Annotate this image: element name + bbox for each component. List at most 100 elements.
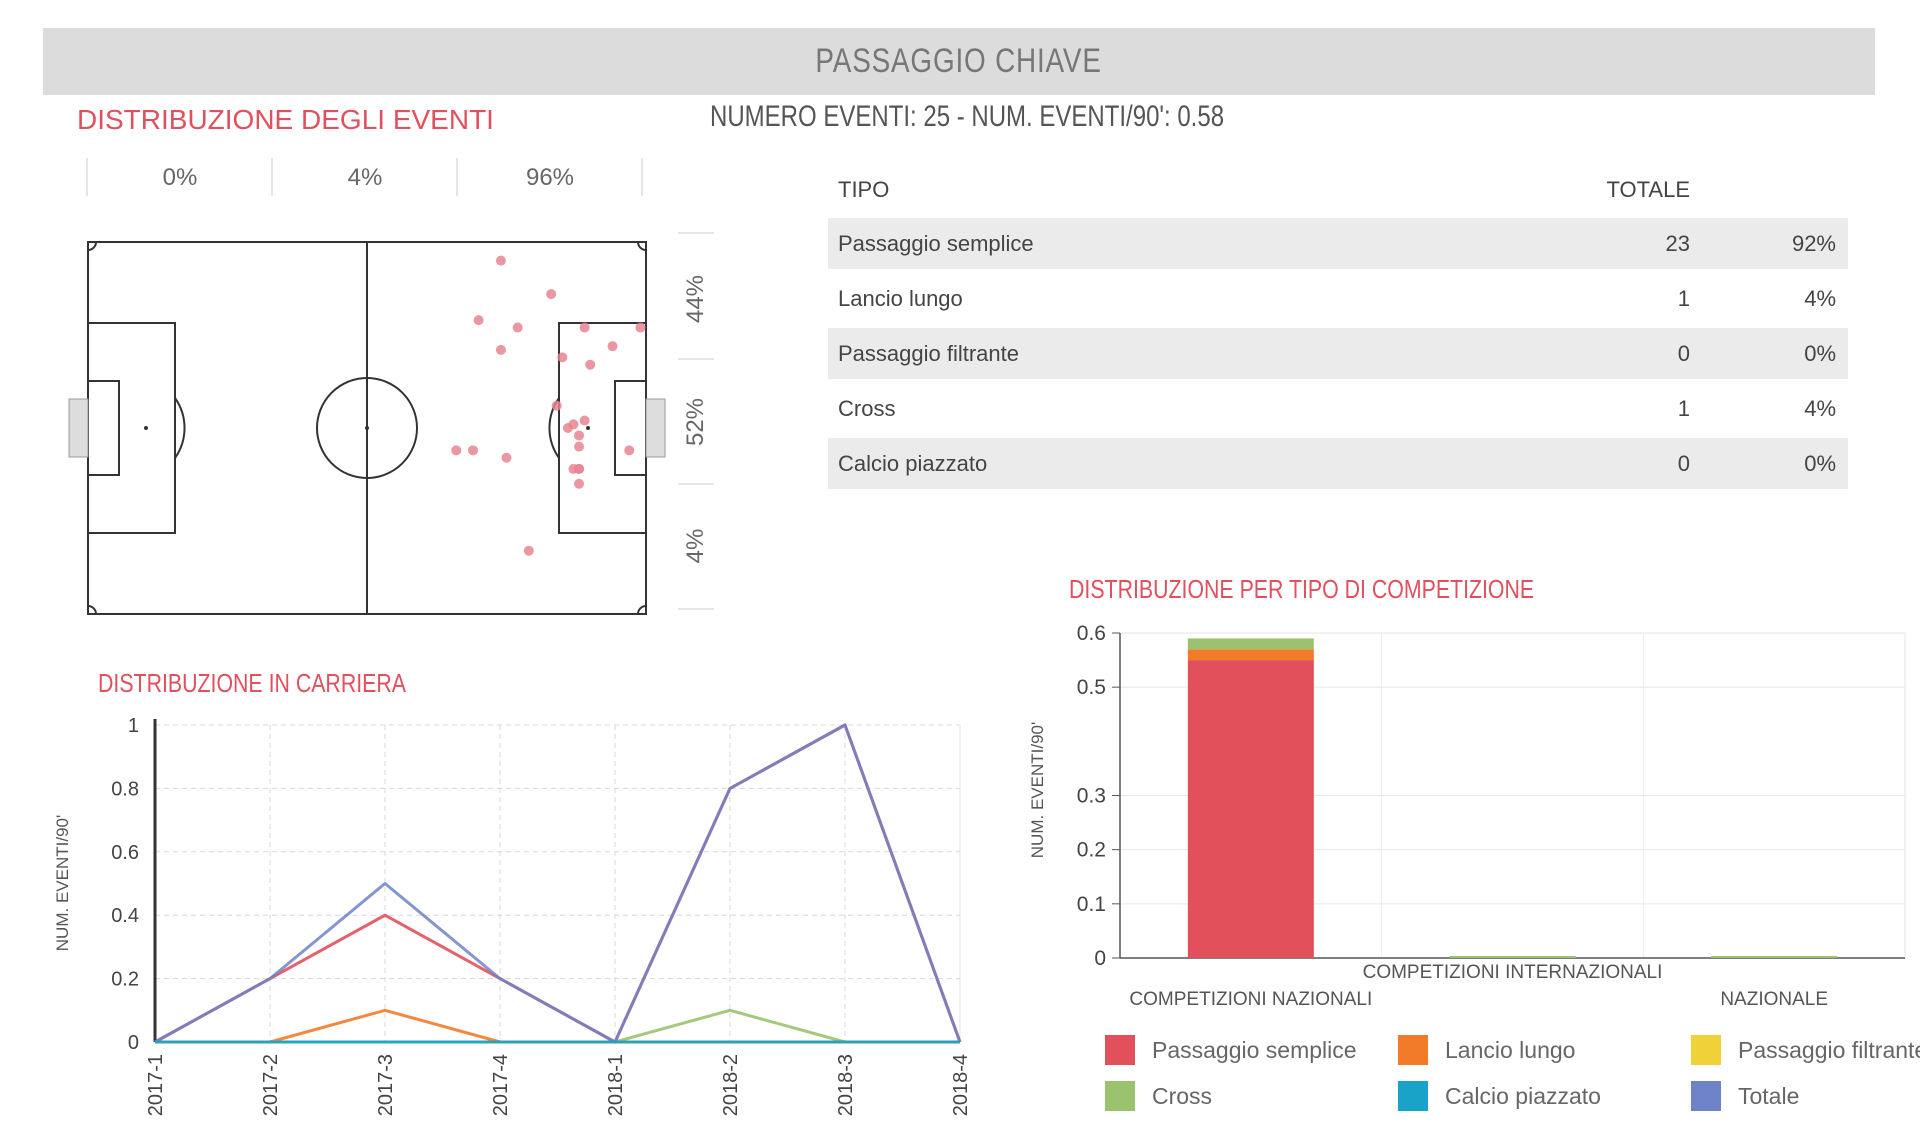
zone-pct-right: 96%	[525, 164, 575, 191]
section-header: PASSAGGIO CHIAVE	[43, 28, 1875, 95]
legend-item[interactable]: Passaggio filtrante	[1691, 1035, 1920, 1065]
legend-swatch	[1105, 1035, 1135, 1065]
legend-item[interactable]: Cross	[1105, 1081, 1212, 1111]
zone-separator	[456, 158, 458, 196]
zone-separator	[641, 158, 643, 196]
x-tick-label: 2017-4	[490, 1054, 512, 1116]
legend-label: Passaggio semplice	[1152, 1036, 1357, 1063]
event-point	[574, 478, 585, 489]
series-line	[154, 723, 962, 1044]
zone-separator	[271, 158, 273, 196]
table-header: TIPO TOTALE	[828, 162, 1848, 218]
event-point	[585, 359, 596, 370]
series-line	[154, 723, 962, 1044]
y-axis-label: NUM. EVENTI/90'	[1028, 722, 1047, 858]
event-point	[468, 445, 479, 456]
event-point	[473, 315, 484, 326]
zone-pct-center: 52%	[682, 397, 709, 447]
event-point	[562, 423, 573, 433]
event-point	[495, 255, 506, 266]
y-tick-label: 0.1	[1077, 893, 1106, 916]
table-row: Cross 1 4%	[828, 383, 1848, 434]
event-point	[574, 463, 585, 474]
header-totale: TOTALE	[1606, 177, 1690, 202]
competition-chart-title: DISTRIBUZIONE PER TIPO DI COMPETIZIONE	[1069, 574, 1535, 604]
x-tick-label: COMPETIZIONI NAZIONALI	[1129, 989, 1372, 1010]
event-point	[557, 352, 568, 363]
pitch-chart	[68, 241, 666, 615]
legend-label: Lancio lungo	[1445, 1036, 1576, 1063]
side-separator	[678, 358, 714, 360]
event-point	[495, 344, 506, 355]
legend-item[interactable]: Lancio lungo	[1398, 1035, 1575, 1065]
side-separator	[678, 608, 714, 610]
row-totale: 0	[1677, 340, 1690, 366]
row-totale: 23	[1665, 230, 1690, 256]
row-pct: 0%	[1804, 450, 1836, 476]
row-tipo: Passaggio filtrante	[838, 340, 1019, 366]
event-point	[551, 400, 562, 411]
event-stats: NUMERO EVENTI: 25 - NUM. EVENTI/90': 0.5…	[710, 100, 1225, 133]
event-point	[624, 445, 635, 456]
legend-swatch	[1398, 1081, 1428, 1111]
header-tipo: TIPO	[838, 177, 890, 202]
y-tick-label: 0.3	[1077, 785, 1106, 808]
y-tick-label: 0.6	[1077, 622, 1106, 645]
section-title: PASSAGGIO CHIAVE	[815, 42, 1103, 80]
event-point	[635, 322, 646, 333]
table-row: Calcio piazzato 0 0%	[828, 438, 1848, 489]
event-point	[512, 322, 523, 333]
event-point	[574, 441, 585, 452]
y-tick-label: 0.4	[111, 905, 139, 927]
row-pct: 92%	[1791, 230, 1836, 256]
row-tipo: Passaggio semplice	[838, 230, 1034, 256]
legend-label: Cross	[1152, 1082, 1213, 1109]
event-point	[501, 452, 512, 463]
y-tick-label: 0	[128, 1032, 139, 1054]
career-line-chart: 0 0.2 0.4 0.6 0.8 1 2017-1 2017-2 2017-3 2017-4 20…	[53, 715, 972, 1116]
row-pct: 4%	[1804, 395, 1836, 421]
row-tipo: Lancio lungo	[838, 285, 963, 311]
zone-pct-left: 0%	[162, 164, 198, 191]
x-tick-label: 2018-4	[950, 1054, 972, 1116]
table-row: Passaggio filtrante 0 0%	[828, 328, 1848, 379]
x-tick-label: 2017-1	[145, 1054, 167, 1116]
x-tick-label: COMPETIZIONI INTERNAZIONALI	[1363, 962, 1663, 983]
legend-item[interactable]: Calcio piazzato	[1398, 1081, 1601, 1111]
y-tick-label: 0.6	[111, 842, 139, 864]
event-point	[579, 322, 590, 333]
chart-legend: Passaggio semplice Lancio lungo Passaggi…	[1105, 1035, 1920, 1135]
y-tick-label: 0.2	[111, 969, 139, 991]
y-tick-label: 0.2	[1077, 839, 1106, 862]
penalty-spot	[144, 426, 148, 430]
legend-item[interactable]: Passaggio semplice	[1105, 1035, 1357, 1065]
x-tick-label: 2018-3	[835, 1054, 857, 1116]
side-separator	[678, 232, 714, 234]
legend-swatch	[1691, 1035, 1721, 1065]
bar-segment	[1187, 638, 1314, 650]
row-tipo: Cross	[838, 395, 896, 421]
zone-pct-middle: 4%	[347, 164, 383, 191]
legend-label: Passaggio filtrante	[1738, 1036, 1920, 1063]
left-goal	[68, 398, 89, 458]
event-point	[523, 545, 534, 556]
corner-arc	[87, 605, 97, 615]
x-tick-label: 2017-3	[375, 1054, 397, 1116]
center-circle	[316, 377, 418, 479]
legend-label: Calcio piazzato	[1445, 1082, 1601, 1109]
left-penalty-area	[87, 322, 176, 534]
event-type-table: TIPO TOTALE Passaggio semplice 23 92% La…	[828, 162, 1848, 493]
event-point	[546, 289, 557, 300]
y-tick-label: 0	[1094, 947, 1106, 970]
legend-item[interactable]: Totale	[1691, 1081, 1799, 1111]
bar-segment	[1187, 660, 1314, 958]
y-tick-label: 1	[128, 715, 139, 737]
row-totale: 1	[1677, 395, 1690, 421]
series-line	[155, 1008, 960, 1044]
event-point	[579, 415, 590, 426]
y-tick-label: 0.8	[111, 778, 139, 800]
corner-arc	[637, 605, 647, 615]
x-tick-label: NAZIONALE	[1720, 989, 1828, 1010]
row-tipo: Calcio piazzato	[838, 450, 988, 476]
right-goal	[645, 398, 666, 458]
